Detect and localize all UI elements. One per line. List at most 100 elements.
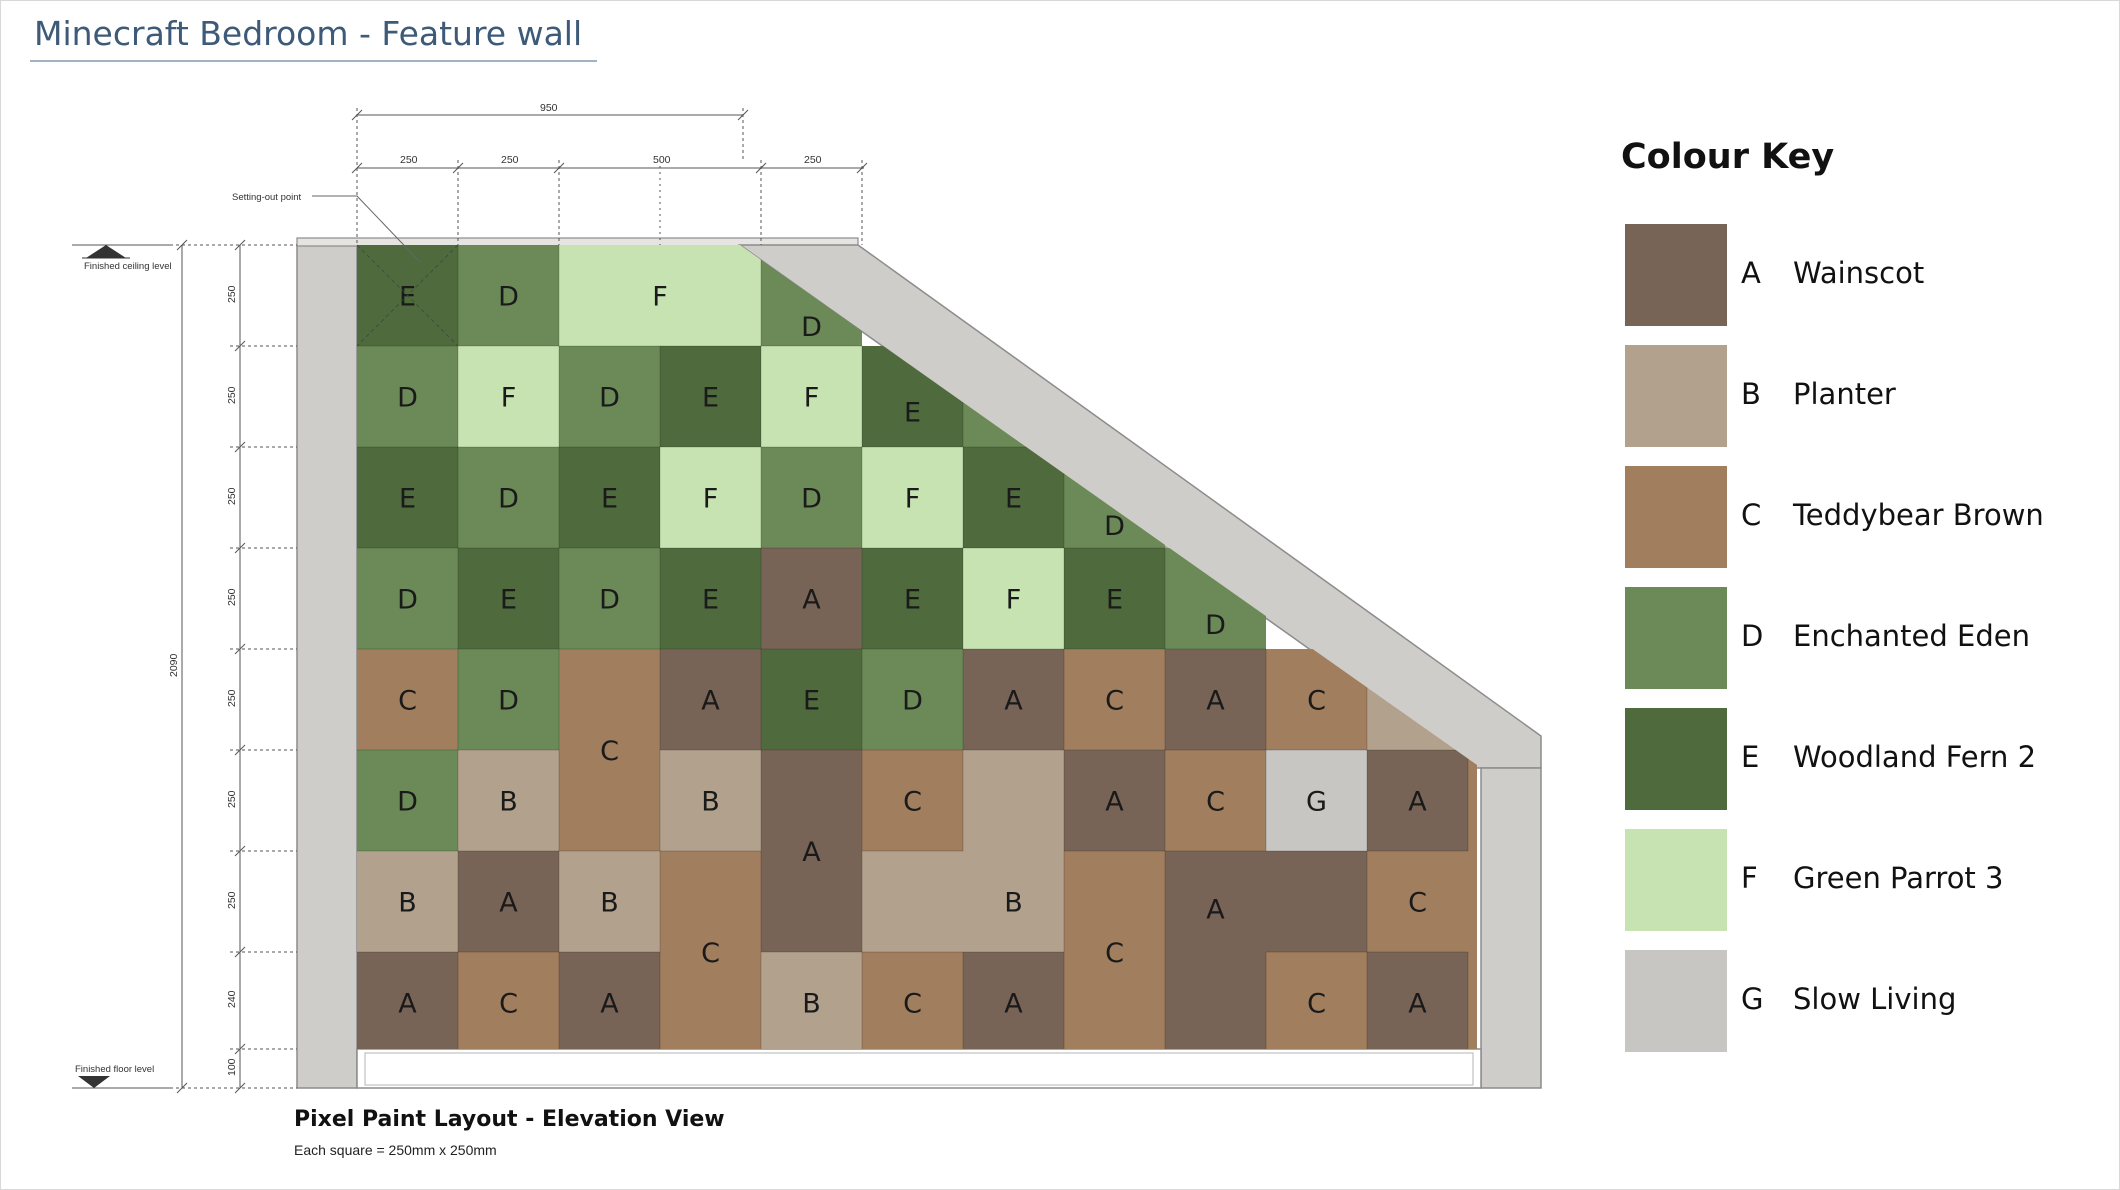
paint-cell-label: A (1206, 686, 1225, 717)
title-underline (30, 60, 597, 62)
paint-cell (1064, 649, 1165, 750)
setting-out-cross (356, 244, 459, 347)
paint-cell (761, 952, 862, 1049)
paint-cell (458, 851, 559, 952)
paint-cell-label: B (398, 888, 417, 919)
paint-cell (862, 548, 963, 649)
paint-cell-label: E (601, 484, 618, 515)
paint-cell-label: E (702, 383, 719, 414)
colour-key-letter: E (1741, 740, 1760, 774)
colour-key-item-f: F Green Parrot 3 (1625, 829, 2095, 931)
paint-cell-label: A (802, 837, 821, 868)
paint-cell (761, 649, 862, 750)
dim-top-seg-1: 250 (400, 154, 418, 166)
colour-swatch (1625, 224, 1727, 326)
paint-cell (559, 851, 660, 952)
paint-cell-label: E (500, 585, 517, 616)
wall-right-reveal (1480, 767, 1542, 1089)
pixel-grid-labels: E D F D D F D E F E E D E F D F E D D E D E A E F E D C D C A E D A C A C D B B… (397, 282, 1427, 1020)
dim-left-row-7: 250 (226, 891, 238, 909)
paint-cell (761, 750, 862, 851)
colour-key-item-b: B Planter (1625, 345, 2095, 447)
paint-cell (1468, 851, 1477, 952)
paint-cell-label: D (801, 484, 822, 515)
colour-key-letter: B (1741, 377, 1761, 411)
paint-cell (458, 245, 559, 346)
paint-cell-label: F (804, 383, 820, 414)
paint-cell (761, 851, 862, 952)
paint-cell-label: A (398, 989, 417, 1020)
paint-cell (963, 649, 1064, 750)
colour-swatch (1625, 829, 1727, 931)
colour-key-name: Slow Living (1793, 982, 1957, 1016)
dim-left-row-5: 250 (226, 689, 238, 707)
paint-cell (458, 649, 559, 750)
dim-left-row-1: 250 (226, 285, 238, 303)
paint-cell-label: C (903, 989, 922, 1020)
paint-cell (1165, 952, 1266, 1049)
dim-left-row-9: 100 (226, 1058, 238, 1076)
paint-cell (862, 952, 963, 1049)
paint-cell (357, 346, 458, 447)
paint-cell-label: F (652, 282, 668, 313)
paint-cell-label: B (701, 787, 720, 818)
paint-cell (660, 245, 761, 346)
colour-key-letter: G (1741, 982, 1764, 1016)
colour-swatch (1625, 950, 1727, 1052)
paint-cell (357, 851, 458, 952)
colour-key-name: Woodland Fern 2 (1793, 740, 2037, 774)
paint-cell-label: C (1206, 787, 1225, 818)
paint-cell (1367, 750, 1468, 851)
paint-cell-label: F (905, 484, 921, 515)
paint-cell (660, 346, 761, 447)
wall-left-reveal (296, 244, 358, 1089)
paint-cell (559, 346, 660, 447)
colour-key-name: Wainscot (1793, 256, 1925, 290)
paint-cell (761, 346, 862, 447)
paint-cell (1165, 750, 1266, 851)
paint-cell (357, 447, 458, 548)
paint-cell-label: D (397, 383, 418, 414)
paint-cell-label: B (802, 989, 821, 1020)
colour-key-name: Planter (1793, 377, 1896, 411)
paint-cell-label: C (1105, 686, 1124, 717)
colour-key-letter: C (1741, 498, 1762, 532)
paint-cell (458, 952, 559, 1049)
colour-key-item-d: D Enchanted Eden (1625, 587, 2095, 689)
paint-cell (1064, 750, 1165, 851)
colour-swatch (1625, 466, 1727, 568)
paint-cell-label: D (1205, 610, 1226, 641)
paint-cell (1367, 952, 1468, 1049)
colour-key-title: Colour Key (1621, 137, 1835, 177)
paint-cell-label: F (1006, 585, 1022, 616)
paint-cell (660, 548, 761, 649)
paint-cell (357, 649, 458, 750)
paint-cell-label: G (1306, 787, 1327, 818)
paint-cell (559, 245, 660, 346)
paint-cell (1064, 851, 1165, 952)
paint-cell (862, 447, 963, 548)
colour-key-name: Enchanted Eden (1793, 619, 2030, 653)
paint-cell (963, 447, 1064, 548)
paint-cell-label: C (1408, 888, 1427, 919)
dim-left-row-4: 250 (226, 588, 238, 606)
paint-cell-label: D (498, 282, 519, 313)
paint-cell-label: B (600, 888, 619, 919)
skirting-base-inner (364, 1052, 1474, 1086)
colour-key-letter: F (1741, 861, 1758, 895)
paint-cell (1266, 851, 1367, 952)
paint-cell-label: A (701, 686, 720, 717)
dim-left-row-6: 250 (226, 790, 238, 808)
paint-cell-label: D (1104, 511, 1125, 542)
paint-cell (357, 750, 458, 851)
paint-cell-label: D (397, 585, 418, 616)
paint-cell (963, 952, 1064, 1049)
floor-level-marker-icon (78, 1076, 110, 1088)
colour-key-letter: A (1741, 256, 1761, 290)
paint-cell-label: C (1307, 989, 1326, 1020)
paint-cell-label: F (501, 383, 517, 414)
paint-cell (1165, 649, 1266, 750)
paint-cell-label: D (498, 686, 519, 717)
paint-cell (761, 447, 862, 548)
paint-cell-label: A (600, 989, 619, 1020)
